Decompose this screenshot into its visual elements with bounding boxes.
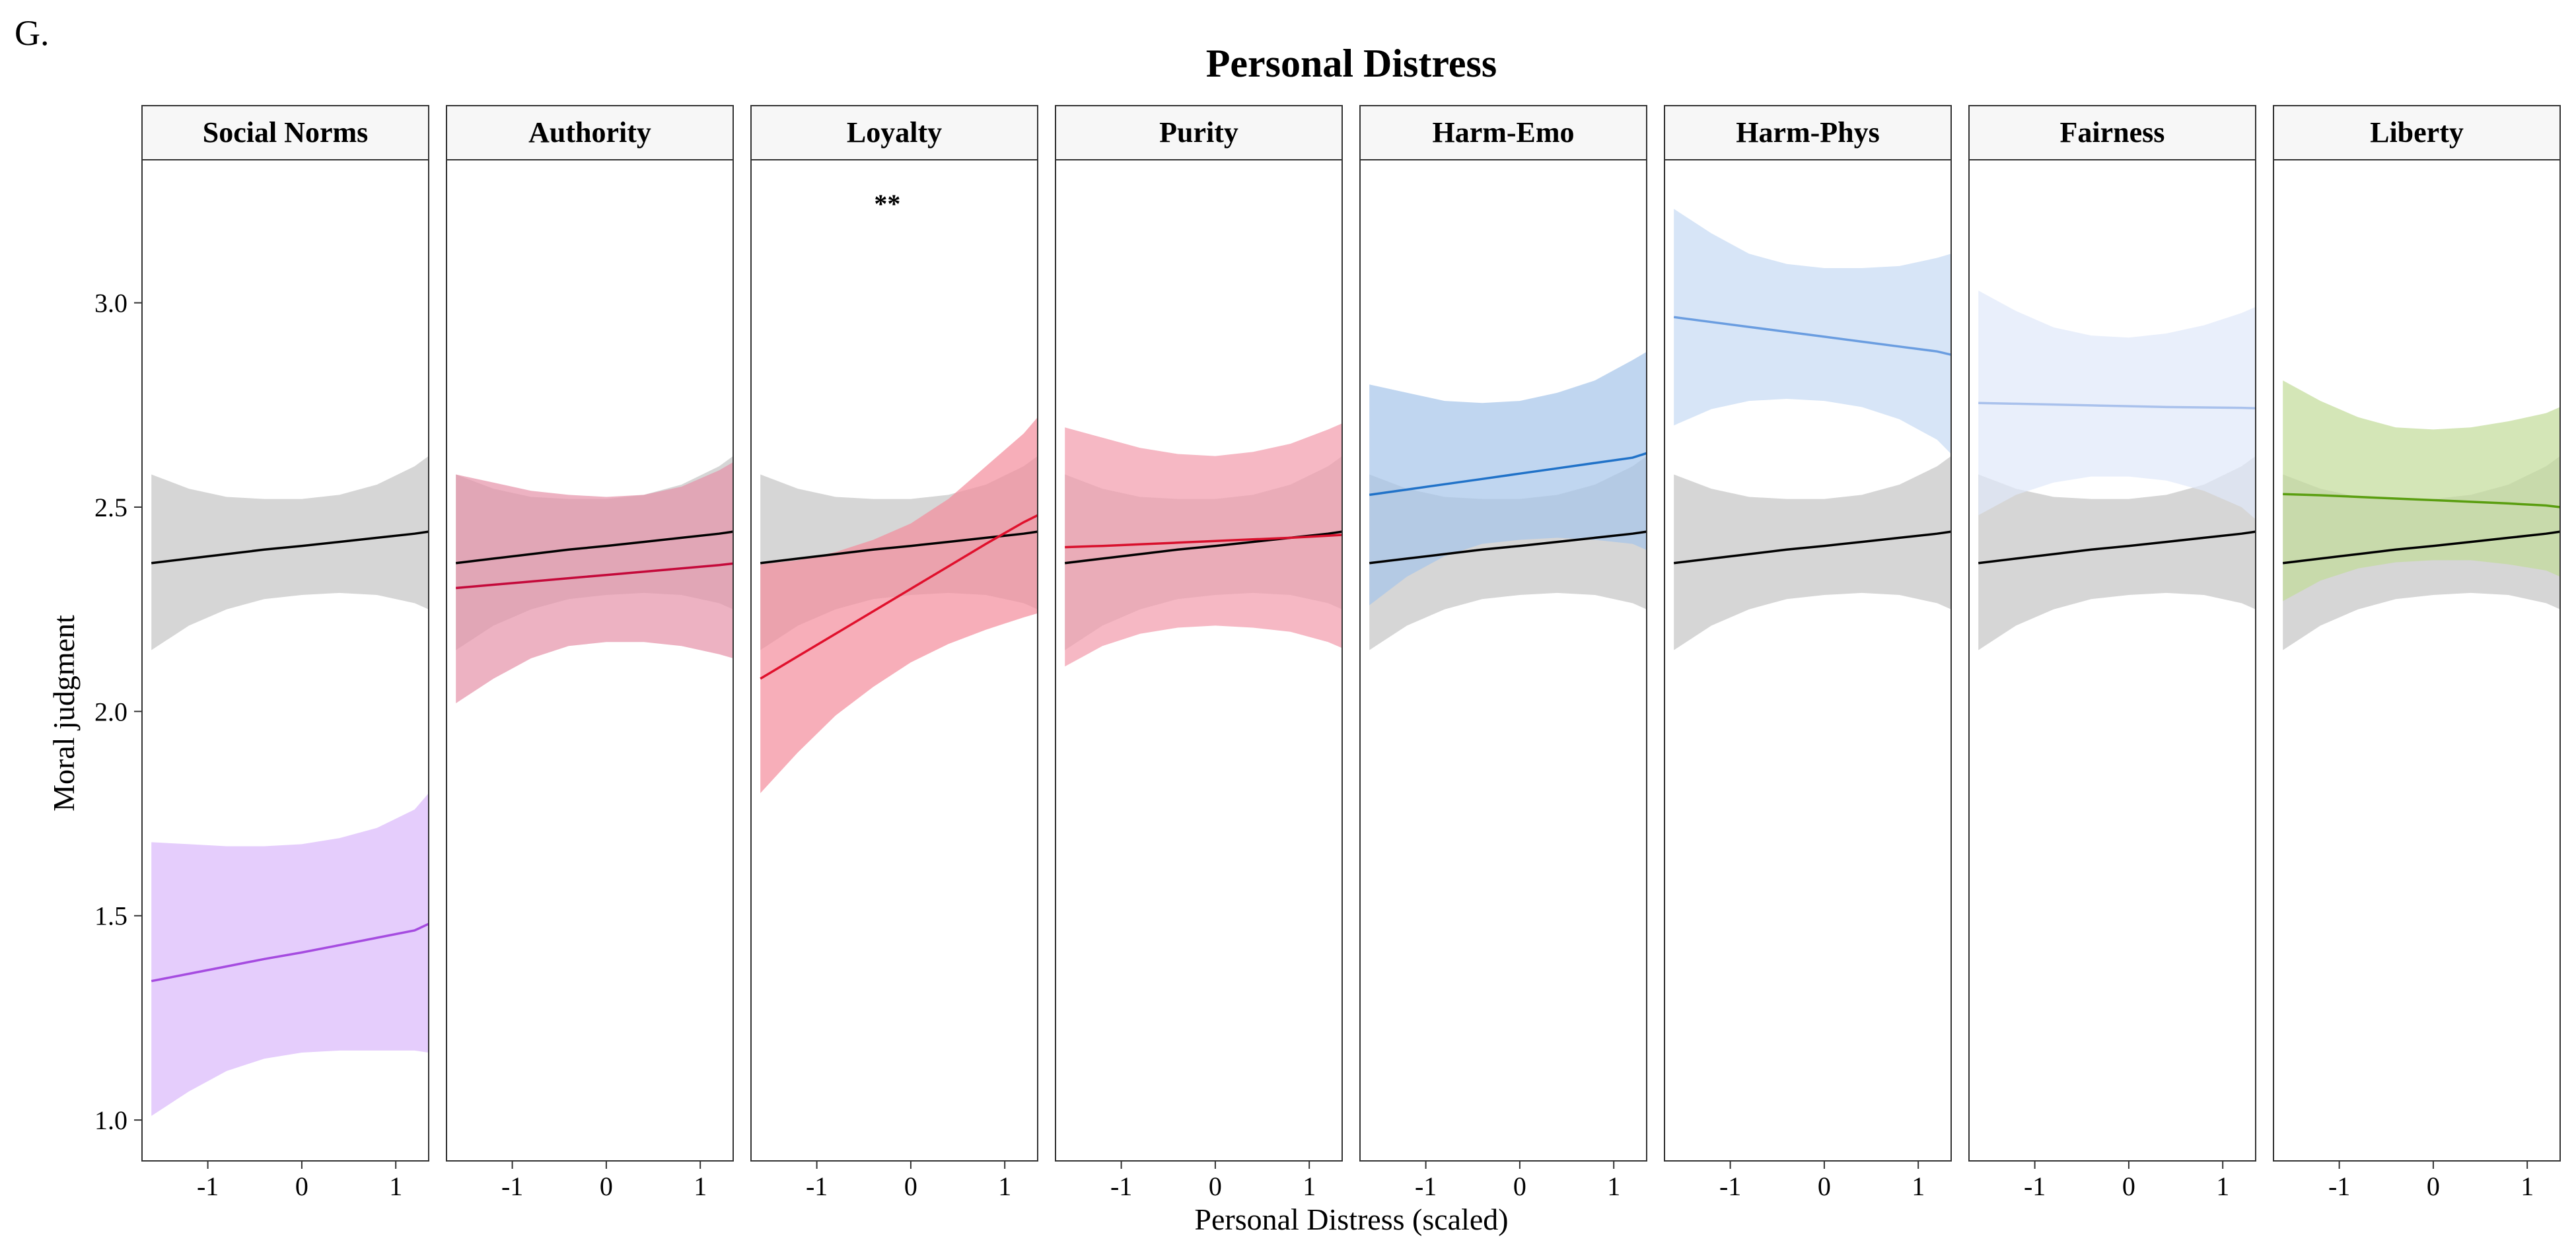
facet-fit-line bbox=[1673, 316, 1952, 356]
facet-panel: Harm-Emo -1 0 1 bbox=[1359, 105, 1647, 1201]
facet-label: Liberty bbox=[2370, 116, 2464, 149]
y-axis: 1.0 1.5 2.0 2.5 3.0 bbox=[94, 289, 142, 1135]
reference-fit-line bbox=[1369, 530, 1647, 565]
reference-fit-line bbox=[1673, 530, 1952, 565]
facet-border bbox=[1968, 159, 2256, 1162]
facet-panel: Harm-Phys -1 0 1 bbox=[1664, 105, 1952, 1201]
x-tick-label: 1 bbox=[389, 1171, 402, 1201]
y-axis-label: Moral judgment bbox=[47, 615, 81, 812]
x-tick-label: 0 bbox=[904, 1171, 917, 1201]
y-tick-label: 1.0 bbox=[94, 1105, 127, 1135]
facet-fit-line bbox=[151, 923, 429, 983]
x-tick-label: 1 bbox=[1303, 1171, 1316, 1201]
facet-strip bbox=[1968, 105, 2256, 160]
facet-panel: Authority -1 0 1 bbox=[446, 105, 734, 1201]
x-tick-label: 1 bbox=[1607, 1171, 1620, 1201]
facet-border bbox=[1055, 159, 1343, 1162]
y-tick-label: 3.0 bbox=[94, 289, 127, 318]
x-tick-label: 0 bbox=[1513, 1171, 1526, 1201]
reference-fit-line bbox=[1978, 530, 2256, 565]
facet-label: Authority bbox=[528, 116, 651, 149]
facet-border bbox=[446, 159, 734, 1162]
reference-fit-line bbox=[455, 530, 734, 565]
facet-border bbox=[2273, 159, 2561, 1162]
reference-fit-line bbox=[760, 530, 1038, 565]
x-tick-label: -1 bbox=[806, 1171, 828, 1201]
facet-strip bbox=[1664, 105, 1952, 160]
facet-border bbox=[141, 159, 429, 1162]
x-tick-label: 0 bbox=[1818, 1171, 1831, 1201]
facet-panel: Loyalty ** -1 0 1 bbox=[750, 105, 1038, 1201]
reference-ci-band bbox=[1978, 456, 2256, 650]
chart-title: Personal Distress bbox=[1206, 42, 1497, 85]
facet-label: Harm-Phys bbox=[1736, 116, 1880, 149]
x-tick-label: 0 bbox=[2427, 1171, 2440, 1201]
facet-label: Social Norms bbox=[203, 116, 369, 149]
y-tick-label: 1.5 bbox=[94, 901, 127, 931]
facet-panel: Social Norms -1 0 1 bbox=[141, 105, 429, 1201]
facet-border bbox=[1359, 159, 1647, 1162]
facet-fit-line bbox=[1065, 534, 1343, 549]
facet-strip bbox=[141, 105, 429, 160]
facet-label: Purity bbox=[1159, 116, 1238, 149]
x-tick-label: 1 bbox=[2216, 1171, 2229, 1201]
facet-panel: Liberty -1 0 1 bbox=[2273, 105, 2561, 1201]
x-tick-label: 1 bbox=[2521, 1171, 2534, 1201]
facet-strip bbox=[1055, 105, 1343, 160]
facet-fit-line bbox=[760, 514, 1038, 680]
x-tick-label: -1 bbox=[2024, 1171, 2046, 1201]
facet-strip bbox=[2273, 105, 2561, 160]
facet-fit-line bbox=[2283, 493, 2561, 508]
facet-ci-band bbox=[456, 462, 733, 703]
x-tick-label: -1 bbox=[1719, 1171, 1741, 1201]
x-tick-label: -1 bbox=[197, 1171, 219, 1201]
x-tick-label: -1 bbox=[501, 1171, 523, 1201]
x-tick-label: 0 bbox=[2122, 1171, 2135, 1201]
facet-strip bbox=[1359, 105, 1647, 160]
facet-ci-band bbox=[1369, 351, 1647, 606]
x-tick-label: 1 bbox=[1912, 1171, 1925, 1201]
x-tick-label: 1 bbox=[694, 1171, 707, 1201]
facet-panels: Social Norms -1 0 1 Authority -1 0 1 Loyalty ** -1… bbox=[141, 105, 2561, 1201]
facet-ci-band bbox=[1065, 423, 1342, 667]
facet-fit-line bbox=[1978, 401, 2256, 409]
reference-fit-line bbox=[151, 530, 429, 565]
facet-label: Fairness bbox=[2060, 116, 2165, 149]
facet-panel: Purity -1 0 1 bbox=[1055, 105, 1343, 1201]
facet-label: Harm-Emo bbox=[1432, 116, 1574, 149]
facet-ci-band bbox=[1674, 209, 1951, 454]
facet-ci-band bbox=[2283, 380, 2560, 602]
significance-annotation: ** bbox=[874, 189, 900, 219]
x-tick-label: 0 bbox=[1209, 1171, 1222, 1201]
facet-fit-line bbox=[1369, 452, 1647, 497]
facet-panel: Fairness -1 0 1 bbox=[1968, 105, 2256, 1201]
facet-border bbox=[750, 159, 1038, 1162]
reference-fit-line bbox=[1064, 530, 1343, 565]
x-tick-label: 0 bbox=[600, 1171, 613, 1201]
facet-label: Loyalty bbox=[847, 116, 942, 149]
facet-border bbox=[1664, 159, 1952, 1162]
reference-ci-band bbox=[151, 456, 429, 650]
reference-fit-line bbox=[2282, 530, 2561, 565]
facet-ci-band bbox=[760, 417, 1038, 794]
x-tick-label: -1 bbox=[1415, 1171, 1437, 1201]
panel-letter: G. bbox=[15, 13, 50, 53]
x-tick-label: 1 bbox=[998, 1171, 1011, 1201]
facet-fit-line bbox=[456, 562, 734, 590]
x-tick-label: -1 bbox=[1110, 1171, 1132, 1201]
x-tick-label: -1 bbox=[2328, 1171, 2350, 1201]
x-tick-label: 0 bbox=[295, 1171, 308, 1201]
y-tick-label: 2.5 bbox=[94, 493, 127, 522]
y-tick-label: 2.0 bbox=[94, 697, 127, 726]
reference-ci-band bbox=[1674, 456, 1951, 650]
x-axis-label: Personal Distress (scaled) bbox=[1194, 1202, 1508, 1236]
